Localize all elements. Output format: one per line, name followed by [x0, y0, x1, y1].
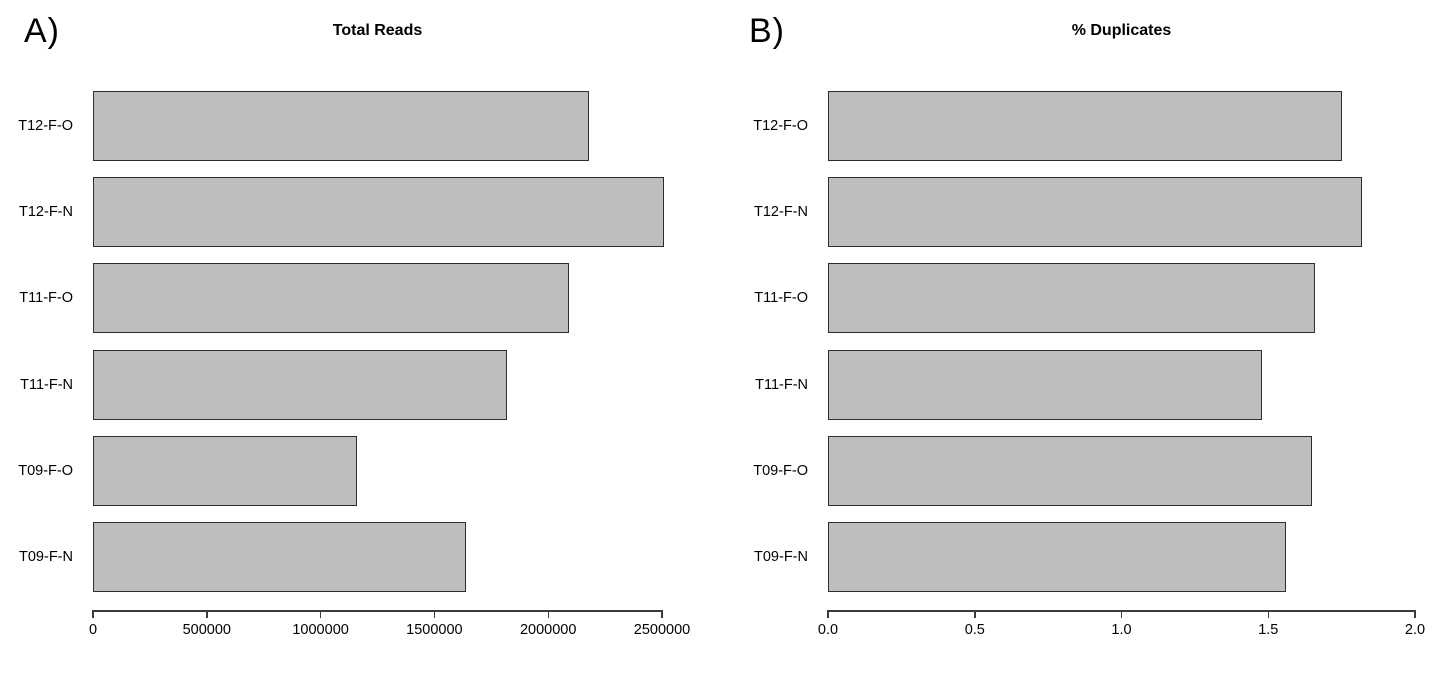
chart-title-duplicates: % Duplicates — [1071, 22, 1172, 39]
x-axis-tick — [92, 610, 94, 618]
category-label-t11-f-n: T11-F-N — [755, 377, 808, 393]
category-label-t09-f-n: T09-F-N — [754, 549, 808, 565]
x-axis-tick-label: 2.0 — [1404, 622, 1426, 638]
x-axis-tick-label: 500000 — [182, 622, 231, 638]
x-axis-line — [93, 610, 662, 612]
x-axis-tick — [319, 610, 322, 618]
category-label-t12-f-n: T12-F-N — [754, 204, 808, 220]
chart-title-total-reads: Total Reads — [332, 22, 423, 39]
category-label-t09-f-o: T09-F-O — [18, 463, 73, 479]
panel-a-label: A) — [24, 12, 60, 50]
bar-t11-f-o — [828, 263, 1316, 333]
x-axis-tick-label: 0 — [88, 622, 98, 638]
x-axis-tick-label: 1.5 — [1258, 622, 1279, 638]
x-axis-tick-label: 2500000 — [633, 622, 691, 638]
bar-t11-f-n — [828, 350, 1263, 420]
x-axis-tick — [433, 610, 436, 618]
panel-total-reads: A) Total Reads T12-F-O T12-F-N T11-F-O T11-… — [18, 12, 691, 638]
category-label-t12-f-o: T12-F-O — [753, 118, 808, 134]
category-label-t12-f-o: T12-F-O — [18, 118, 73, 134]
category-label-t11-f-o: T11-F-O — [19, 290, 73, 306]
x-axis-tick — [1267, 610, 1269, 618]
category-label-t09-f-n: T09-F-N — [19, 549, 73, 565]
x-axis-tick-label: 1500000 — [406, 622, 463, 638]
x-axis-tick — [1120, 610, 1123, 618]
bar-t09-f-o — [93, 436, 357, 506]
x-axis-tick — [661, 610, 663, 618]
bar-t12-f-n — [93, 177, 665, 247]
bar-t09-f-o — [828, 436, 1313, 506]
bar-t09-f-n — [93, 522, 467, 592]
panel-duplicates: B) % Duplicates T12-F-O T12-F-N T11-F-O T11… — [725, 0, 1450, 700]
category-label-t09-f-o: T09-F-O — [753, 463, 808, 479]
category-label-t11-f-o: T11-F-O — [754, 290, 808, 306]
x-axis-tick — [1414, 610, 1416, 618]
x-axis-tick — [827, 610, 829, 618]
x-axis-tick-label: 2000000 — [519, 622, 577, 638]
bar-t12-f-n — [828, 177, 1363, 247]
bar-t12-f-o — [93, 91, 590, 161]
bar-t12-f-o — [828, 91, 1342, 161]
bar-t11-f-o — [93, 263, 569, 333]
x-axis-tick — [547, 610, 549, 618]
category-label-t11-f-n: T11-F-N — [20, 377, 73, 393]
bar-t11-f-n — [93, 350, 508, 420]
category-label-t12-f-n: T12-F-N — [19, 204, 73, 220]
x-axis-tick — [974, 610, 976, 618]
x-axis-tick-label: 1.0 — [1111, 622, 1132, 638]
x-axis-tick-label: 0.5 — [964, 622, 985, 638]
x-axis-tick-label: 1000000 — [292, 622, 349, 638]
panel-b-label: B) — [749, 12, 785, 50]
bar-t09-f-n — [828, 522, 1286, 592]
x-axis-tick — [206, 610, 208, 618]
x-axis-tick-label: 0.0 — [817, 622, 839, 638]
